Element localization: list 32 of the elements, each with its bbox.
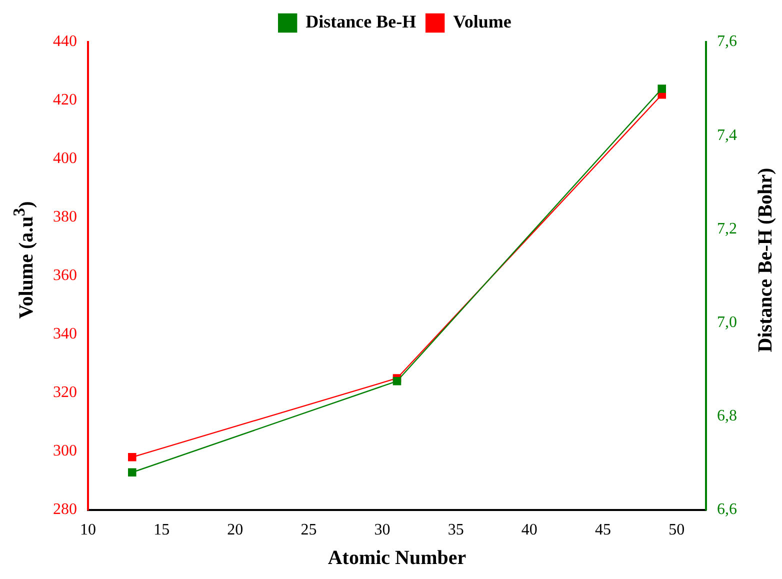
y-tick-label: 380 <box>53 208 77 226</box>
y2-tick-label: 6,6 <box>717 501 737 518</box>
legend-label: Distance Be-H <box>306 12 416 32</box>
legend-label: Volume <box>453 12 512 32</box>
y-tick-label: 360 <box>53 267 77 284</box>
x-tick-label: 20 <box>227 522 244 539</box>
point <box>392 377 402 386</box>
y2-axis-title: Distance Be-H (Bohr) <box>754 168 778 352</box>
y2-tick-label: 6,8 <box>717 407 737 424</box>
y-tick-label: 400 <box>53 150 77 168</box>
y-tick-label: 420 <box>53 92 77 109</box>
y-tick-label: 440 <box>53 33 77 50</box>
x-tick-label: 50 <box>668 522 685 539</box>
x-tick-label: 45 <box>595 522 611 539</box>
y2-tick-label: 7,4 <box>717 126 737 144</box>
point <box>128 453 136 462</box>
y2-tick-label: 7,2 <box>717 220 737 238</box>
x-tick-label: 15 <box>154 522 170 539</box>
y-tick-label: 300 <box>53 442 77 460</box>
y-tick-label: 340 <box>53 326 77 343</box>
y-tick-label: 320 <box>53 384 77 402</box>
y2-tick-label: 7,0 <box>717 314 737 331</box>
y-tick-label: 280 <box>53 501 77 518</box>
y2-tick-label: 7,6 <box>717 33 737 50</box>
x-tick-label: 25 <box>300 522 317 539</box>
point <box>658 84 666 93</box>
x-tick-label: 10 <box>80 522 96 539</box>
point <box>128 468 136 477</box>
x-tick-label: 30 <box>374 522 390 539</box>
x-tick-label: 35 <box>448 522 464 539</box>
x-tick-label: 40 <box>521 522 538 539</box>
x-axis-title: Atomic Number <box>328 547 466 570</box>
